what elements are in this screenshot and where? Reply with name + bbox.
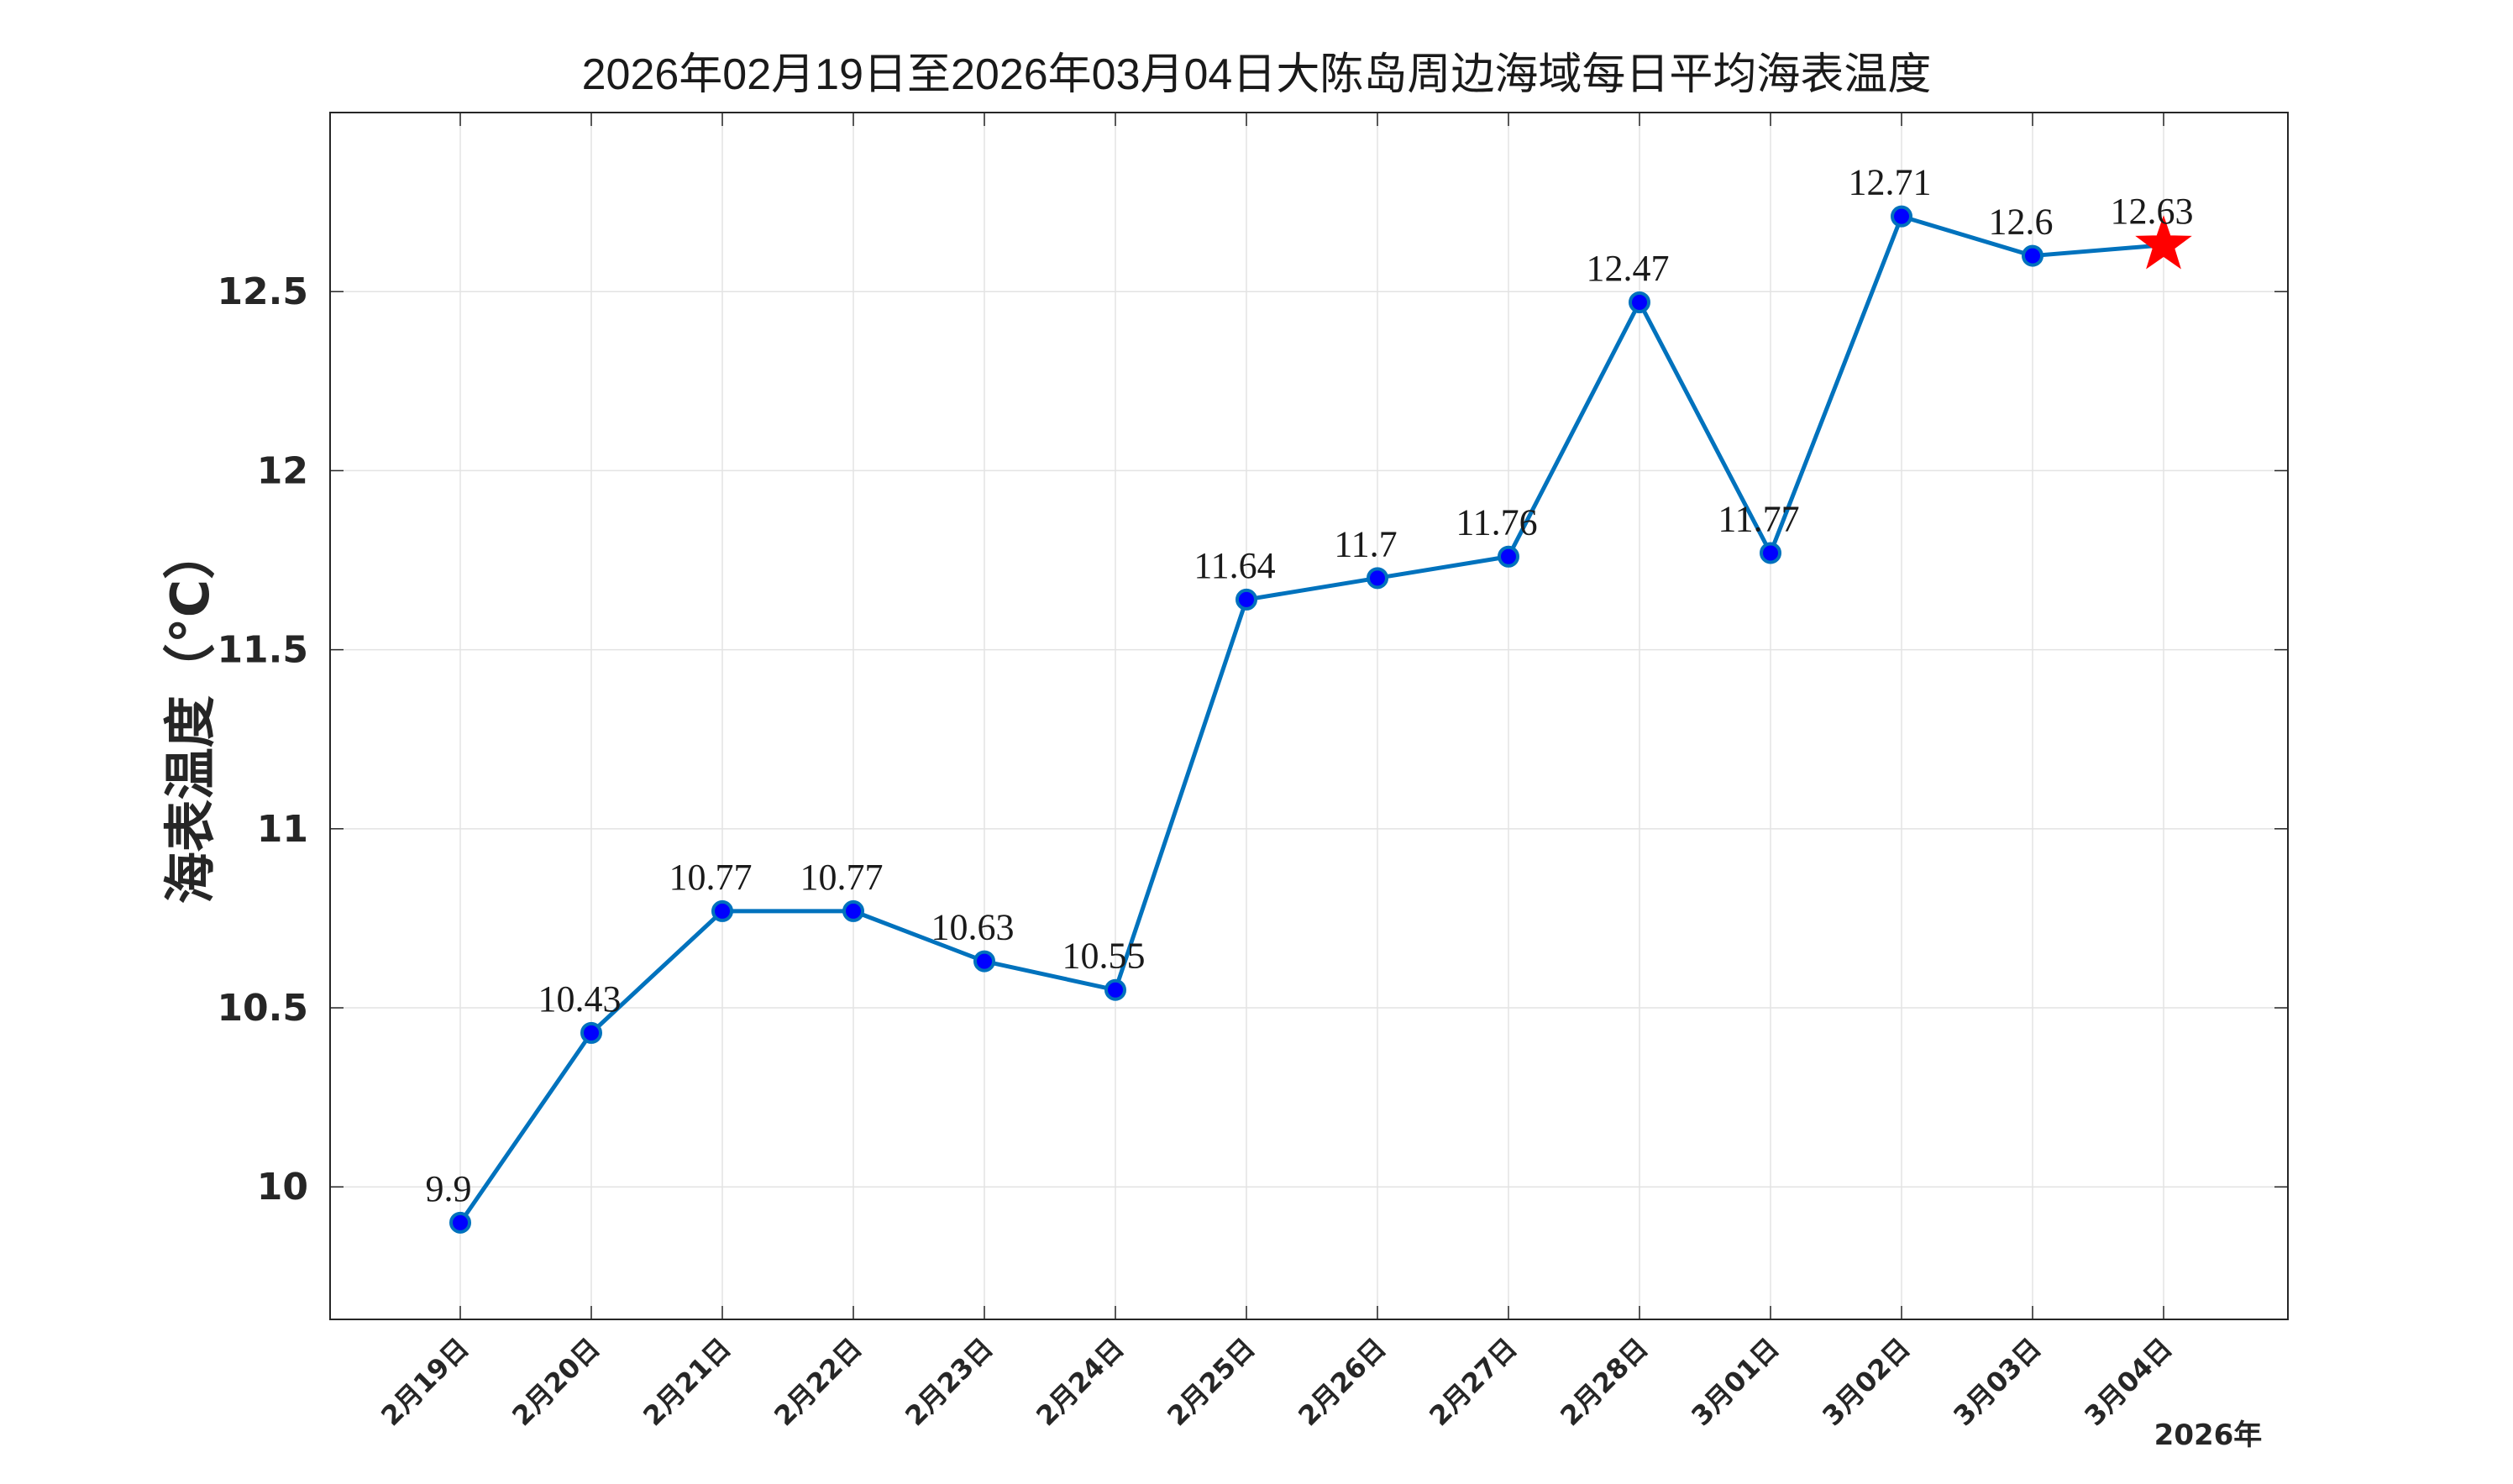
data-label: 12.63 xyxy=(2111,191,2194,232)
data-point-marker xyxy=(1760,542,1781,564)
x-tick-label: 2月27日 xyxy=(1423,1332,1523,1432)
x-tick-label: 3月01日 xyxy=(1685,1332,1785,1432)
data-label: 12.47 xyxy=(1587,248,1670,289)
data-label: 10.63 xyxy=(931,907,1015,948)
x-tick-label: 2月28日 xyxy=(1554,1332,1654,1432)
x-tick-label: 3月02日 xyxy=(1816,1332,1916,1432)
y-tick-label: 12 xyxy=(257,449,308,492)
label-layer: 9.9 10.43 10.77 10.77 10.63 10.55 11.64 11.7 11.… xyxy=(426,162,2194,1209)
data-label: 11.77 xyxy=(1718,498,1799,539)
data-point-marker xyxy=(711,899,733,922)
data-point-marker xyxy=(449,1211,471,1234)
y-tick-label: 10.5 xyxy=(217,987,308,1030)
x-tick-label: 2月21日 xyxy=(637,1332,737,1432)
data-label: 11.64 xyxy=(1194,545,1275,586)
x-tick-label: 2月22日 xyxy=(768,1332,868,1432)
data-point-marker xyxy=(2022,244,2043,267)
x-tick-label: 2月19日 xyxy=(375,1332,475,1432)
data-point-marker xyxy=(580,1021,602,1044)
data-label: 10.77 xyxy=(669,857,753,898)
x-tick-label: 3月03日 xyxy=(1947,1332,2047,1432)
data-point-marker xyxy=(1498,545,1519,568)
x-tick-label: 3月04日 xyxy=(2078,1332,2178,1432)
data-label: 10.77 xyxy=(800,857,884,898)
series-layer xyxy=(449,205,2192,1234)
y-tick-label: 12.5 xyxy=(217,270,308,313)
data-label: 12.71 xyxy=(1849,162,1932,203)
highlight-star-marker xyxy=(2135,215,2192,270)
y-tick-label: 11.5 xyxy=(217,629,308,672)
data-point-marker xyxy=(1367,567,1388,590)
x-tick-label: 2月24日 xyxy=(1030,1332,1130,1432)
plot-area xyxy=(329,112,2289,1320)
x-axis-year-label: 2026年 xyxy=(2154,1418,2263,1452)
data-point-marker xyxy=(973,950,995,973)
data-label: 10.55 xyxy=(1062,936,1146,977)
data-point-marker xyxy=(1104,978,1126,1001)
data-label: 11.7 xyxy=(1334,523,1397,564)
data-point-marker xyxy=(842,899,864,922)
data-label: 9.9 xyxy=(426,1168,472,1209)
data-point-marker xyxy=(1891,205,1912,228)
y-tick-label: 10 xyxy=(257,1166,308,1209)
data-point-marker xyxy=(1629,291,1650,313)
data-label: 12.6 xyxy=(1989,202,2054,243)
x-tick-label: 2月26日 xyxy=(1292,1332,1392,1432)
tick-layer: 10 10.5 11 11.5 12 12.5 2月19日 2月20日 2月21日 2月22日 2月… xyxy=(217,113,2288,1432)
chart-title: 2026年02月19日至2026年03月04日大陈岛周边海域每日平均海表温度 xyxy=(582,50,1932,99)
data-point-marker xyxy=(1236,588,1257,611)
x-tick-label: 2月25日 xyxy=(1161,1332,1261,1432)
y-axis-label: 海表温度（°C） xyxy=(160,527,221,905)
grid-layer xyxy=(330,113,2288,1319)
data-label: 10.43 xyxy=(538,978,622,1020)
data-label: 11.76 xyxy=(1456,502,1537,543)
x-tick-label: 2月23日 xyxy=(899,1332,999,1432)
series-line xyxy=(458,214,2164,1224)
x-tick-label: 2月20日 xyxy=(506,1332,606,1432)
y-tick-label: 11 xyxy=(257,808,308,851)
